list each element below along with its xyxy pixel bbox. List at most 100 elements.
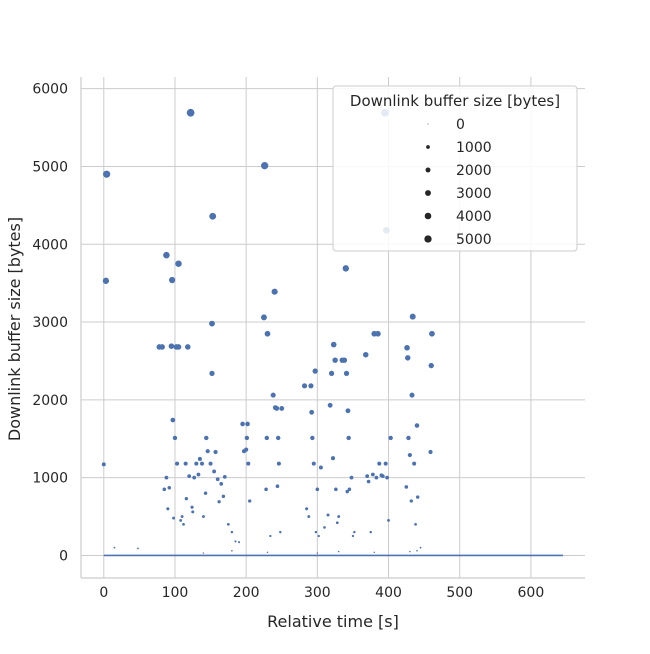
axes-layer: 0 100 200 300 400 500 600010002000300040005000… [32,77,585,601]
data-point [353,530,356,534]
legend-marker [425,167,431,173]
data-point [314,530,318,534]
data-point [101,462,106,467]
data-point [197,456,202,462]
x-tick-label: 300 [304,585,331,601]
data-point [244,447,249,452]
data-point [221,494,226,499]
data-point [279,530,282,534]
data-point [341,357,348,363]
legend-box [332,85,578,252]
data-point [217,500,221,504]
data-point [409,313,416,320]
data-point [172,435,178,441]
data-point [345,408,351,414]
y-tick-label: 3000 [32,315,68,331]
data-point [270,392,276,398]
legend-entry-label: 4000 [456,209,492,225]
data-point [429,330,435,337]
data-point [103,170,111,178]
data-point [209,370,215,377]
x-tick-label: 400 [375,585,402,601]
data-point [301,383,308,389]
data-point [159,344,165,350]
y-tick-label: 2000 [32,393,68,409]
data-point [234,540,237,543]
data-point [164,475,169,480]
data-point [412,461,417,466]
data-point [167,485,172,490]
x-axis-label: Relative time [s] [267,612,399,631]
data-point [213,449,218,455]
data-point [308,383,314,389]
y-tick-label: 1000 [32,471,68,487]
data-point [318,465,323,470]
data-point [261,162,269,170]
data-point [230,530,234,534]
data-point [407,453,412,458]
data-point [345,489,349,494]
data-point [244,435,250,441]
data-point [182,522,185,526]
data-point [343,370,350,377]
data-point [404,485,409,489]
data-point [404,344,410,351]
data-point [113,546,116,549]
data-point [192,475,197,480]
data-point [323,526,326,529]
data-point [385,475,389,480]
legend-entry-label: 5000 [456,232,492,248]
data-point [416,495,420,499]
data-point [168,276,176,284]
data-point [335,521,339,525]
x-tick-label: 600 [518,585,545,601]
data-point [309,409,315,415]
data-point [175,260,182,267]
data-point [264,435,270,441]
data-point [414,423,420,428]
data-point [264,330,271,337]
data-point [264,487,268,492]
data-point [208,461,213,466]
data-point [428,362,434,369]
data-point [409,499,413,503]
legend-entry-label: 2000 [456,163,492,179]
data-point [245,421,250,427]
data-point [405,355,411,361]
data-point [269,534,272,538]
data-point [202,552,205,554]
data-point [186,108,195,117]
data-point [212,469,217,474]
data-point [370,472,375,477]
data-point [369,530,372,534]
data-point [349,475,354,480]
legend-marker [424,212,432,220]
data-point [275,484,280,489]
data-point [170,417,176,423]
data-point [279,405,285,411]
data-point [342,265,350,272]
data-point [406,435,411,441]
data-point [311,461,316,466]
data-point [184,496,189,501]
data-point [305,507,309,511]
data-point [414,522,417,526]
legend-marker [426,145,430,149]
y-tick-label: 4000 [32,237,68,253]
data-point [163,251,170,259]
data-point [166,507,170,511]
legend-entry-label: 1000 [456,140,492,156]
data-point [194,461,199,466]
data-point [374,475,379,480]
data-point [222,474,227,479]
points-layer [101,108,563,557]
data-point [388,435,393,441]
y-axis-label: Downlink buffer size [bytes] [5,217,24,441]
data-point [383,461,388,466]
data-point [209,212,217,220]
data-point [219,482,224,486]
data-point [215,477,220,482]
legend-marker [425,190,431,196]
data-point [326,513,330,517]
data-point [428,449,433,455]
